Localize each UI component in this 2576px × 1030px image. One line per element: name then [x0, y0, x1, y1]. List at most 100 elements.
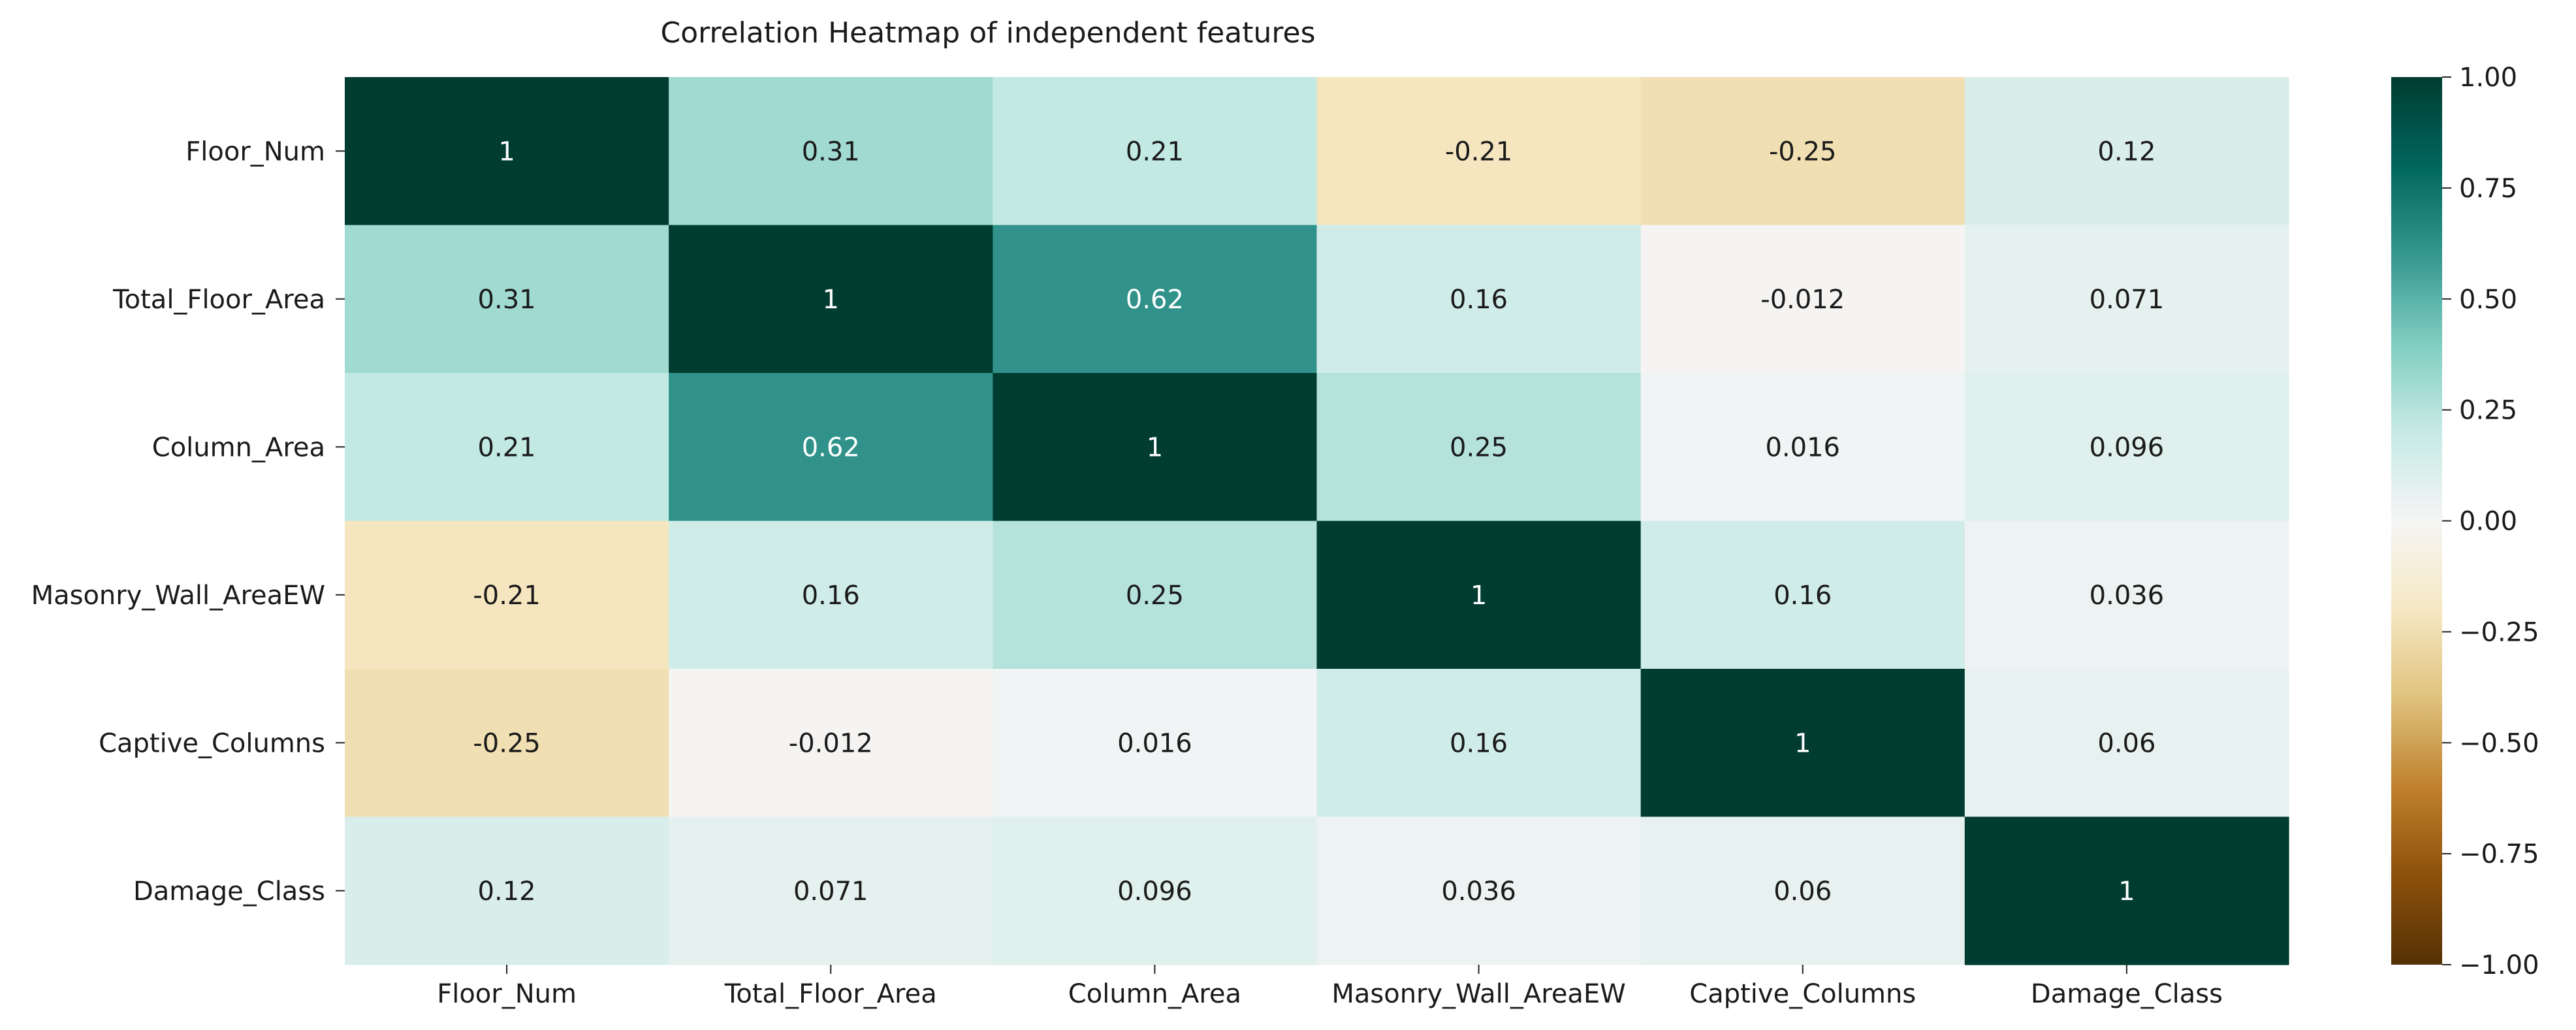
heatmap-cell-label: 0.16 — [1773, 581, 1832, 611]
heatmap-cell — [345, 225, 669, 374]
heatmap-cell-labels: 1 0.31 0.21 -0.21 -0.25 0.12 0.31 1 0.62 0.16 -0.0… — [473, 137, 2164, 907]
heatmap-cell — [1316, 373, 1642, 522]
heatmap-cell — [993, 373, 1318, 522]
heatmap-cell-label: 0.016 — [1117, 728, 1192, 758]
column-tick-label: Total_Floor_Area — [724, 979, 937, 1009]
colorbar-tick-label: 0.50 — [2459, 285, 2517, 315]
heatmap-cell-label: 0.12 — [2097, 137, 2155, 167]
colorbar-tick-label: 0.25 — [2459, 396, 2517, 426]
heatmap-cell-label: 0.016 — [1765, 432, 1840, 462]
heatmap-cell — [1640, 77, 1965, 226]
row-tick-label: Masonry_Wall_AreaEW — [31, 581, 325, 611]
heatmap-cell — [1316, 669, 1642, 818]
heatmap-cell — [993, 77, 1318, 226]
colorbar-tick-label: −0.25 — [2459, 617, 2539, 647]
colorbar-tick-label: 0.00 — [2459, 507, 2517, 537]
heatmap-column-labels: Floor_Num Total_Floor_Area Column_Area Maso… — [437, 965, 2223, 1009]
heatmap-cell-label: -0.25 — [473, 728, 541, 758]
heatmap-cell-label: -0.25 — [1769, 137, 1837, 167]
heatmap-cell — [1640, 373, 1965, 522]
heatmap-cell — [669, 816, 993, 965]
heatmap-cell — [1964, 669, 2289, 818]
heatmap-cell-label: 1 — [2118, 877, 2135, 907]
heatmap-cell-label: 0.21 — [478, 432, 536, 462]
heatmap-cell-label: 0.31 — [802, 137, 860, 167]
row-tick-label: Column_Area — [152, 432, 325, 462]
heatmap-cell — [669, 77, 993, 226]
heatmap-cell-label: 0.096 — [2090, 432, 2165, 462]
row-tick-label: Damage_Class — [133, 877, 325, 907]
heatmap-cell-label: 0.036 — [1441, 877, 1516, 907]
heatmap-cell — [345, 77, 669, 226]
heatmap-cell — [1640, 521, 1965, 669]
heatmap-cell — [1640, 816, 1965, 965]
heatmap-cell-label: 0.62 — [1126, 285, 1184, 315]
heatmap-cell — [1964, 77, 2289, 226]
heatmap-cell-label: 0.06 — [1773, 877, 1832, 907]
heatmap-cell — [1964, 373, 2289, 522]
heatmap-cell — [1316, 77, 1642, 226]
column-tick-label: Captive_Columns — [1689, 979, 1916, 1009]
heatmap-cell — [1316, 816, 1642, 965]
heatmap-cell — [1964, 521, 2289, 669]
heatmap-cell-label: 0.06 — [2097, 728, 2155, 758]
heatmap-cell — [993, 816, 1318, 965]
heatmap-cell-label: 0.62 — [802, 432, 860, 462]
heatmap-cell-label: 0.096 — [1117, 877, 1192, 907]
colorbar-tick-label: 0.75 — [2459, 174, 2517, 204]
heatmap-cell-label: 0.31 — [478, 285, 536, 315]
colorbar — [2391, 77, 2442, 965]
heatmap-cell-label: 0.16 — [1450, 728, 1508, 758]
heatmap-cells — [345, 77, 2289, 965]
heatmap-cell-label: 1 — [1471, 581, 1487, 611]
heatmap-cell-label: 0.25 — [1450, 432, 1508, 462]
chart-title: Correlation Heatmap of independent featu… — [660, 16, 1315, 50]
heatmap-cell — [669, 373, 993, 522]
heatmap-cell-label: 0.036 — [2090, 581, 2165, 611]
heatmap-cell-label: 1 — [1147, 432, 1163, 462]
heatmap-cell — [345, 816, 669, 965]
heatmap-cell — [1964, 225, 2289, 374]
row-tick-label: Total_Floor_Area — [112, 285, 325, 315]
heatmap-cell — [1640, 225, 1965, 374]
heatmap-cell — [1316, 521, 1642, 669]
heatmap-cell-label: 0.25 — [1126, 581, 1184, 611]
heatmap-cell — [993, 669, 1318, 818]
heatmap-row-labels: Floor_Num Total_Floor_Area Column_Area Maso… — [31, 137, 345, 907]
heatmap-cell-label: 0.071 — [793, 877, 868, 907]
column-tick-label: Masonry_Wall_AreaEW — [1331, 979, 1625, 1009]
colorbar-tick-label: 1.00 — [2459, 63, 2517, 93]
heatmap-cell-label: 0.21 — [1126, 137, 1184, 167]
colorbar-tick-label: −0.50 — [2459, 728, 2539, 758]
heatmap-cell — [1964, 816, 2289, 965]
heatmap-cell — [669, 225, 993, 374]
column-tick-label: Column_Area — [1068, 979, 1241, 1009]
heatmap-cell — [345, 373, 669, 522]
colorbar-tick-label: −1.00 — [2459, 950, 2539, 980]
heatmap-cell-label: 0.16 — [802, 581, 860, 611]
heatmap-cell — [1316, 225, 1642, 374]
column-tick-label: Damage_Class — [2031, 979, 2223, 1009]
heatmap-cell — [669, 669, 993, 818]
heatmap-cell — [993, 225, 1318, 374]
heatmap-cell — [993, 521, 1318, 669]
heatmap-cell — [1640, 669, 1965, 818]
heatmap-cell-label: -0.21 — [473, 581, 541, 611]
heatmap-cell-label: 0.16 — [1450, 285, 1508, 315]
heatmap-cell-label: -0.012 — [789, 728, 873, 758]
heatmap-cell-label: 1 — [1794, 728, 1811, 758]
heatmap-cell-label: 1 — [823, 285, 839, 315]
heatmap-cell — [669, 521, 993, 669]
row-tick-label: Captive_Columns — [99, 728, 325, 758]
row-tick-label: Floor_Num — [185, 137, 325, 167]
heatmap-cell-label: -0.012 — [1760, 285, 1845, 315]
colorbar-ticks: 1.00 0.75 0.50 0.25 0.00 −0.25 −0.50 −0.75 −1.00 — [2442, 63, 2539, 980]
heatmap-cell-label: 0.071 — [2090, 285, 2165, 315]
heatmap-cell-label: 0.12 — [478, 877, 536, 907]
column-tick-label: Floor_Num — [437, 979, 577, 1009]
heatmap-cell — [345, 521, 669, 669]
heatmap-cell — [345, 669, 669, 818]
heatmap-cell-label: 1 — [498, 137, 515, 167]
colorbar-tick-label: −0.75 — [2459, 839, 2539, 869]
